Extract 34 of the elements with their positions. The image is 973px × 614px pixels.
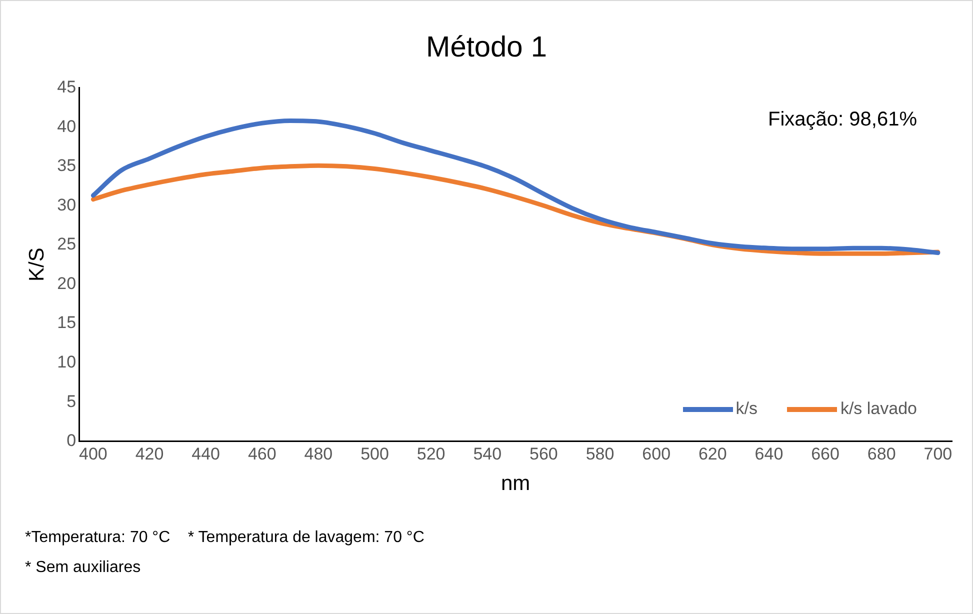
annotation: Fixação: 98,61% xyxy=(768,108,918,130)
x-tick-label: 660 xyxy=(811,444,840,464)
y-axis-title: K/S xyxy=(25,248,48,282)
x-tick-label: 520 xyxy=(416,444,446,464)
chart-title: Método 1 xyxy=(426,31,547,64)
text: *Temperatura: 70 °C * Temperatura de lavagem: 70 °C xyxy=(25,529,424,546)
x-tick-label: 420 xyxy=(135,444,164,464)
legend-label: k/s lavado xyxy=(840,399,917,420)
x-tick-label: 640 xyxy=(754,444,784,464)
y-tick-label: 25 xyxy=(57,234,76,254)
y-tick-label: 0 xyxy=(66,431,76,450)
x-tick-label: 480 xyxy=(304,444,333,464)
x-tick-label: 600 xyxy=(642,444,671,464)
y-tick-label: 15 xyxy=(57,313,76,332)
x-tick-label: 560 xyxy=(530,444,558,464)
x-tick-label: 400 xyxy=(79,444,108,464)
y-tick-label: 20 xyxy=(57,274,76,293)
legend-label: k/s xyxy=(736,399,758,420)
x-tick-label: 620 xyxy=(698,444,727,464)
x-axis-title: nm xyxy=(500,472,530,496)
y-tick-label: 35 xyxy=(57,156,76,176)
x-tick-label: 580 xyxy=(586,444,614,464)
y-tick-label: 40 xyxy=(57,116,76,136)
y-tick-label: 45 xyxy=(57,77,76,96)
x-tick-label: 500 xyxy=(360,444,389,464)
y-tick-label: 10 xyxy=(57,352,76,372)
y-tick-label: 5 xyxy=(66,392,76,411)
x-tick-label: 680 xyxy=(867,444,896,464)
x-tick-label: 440 xyxy=(192,444,220,464)
y-tick-label: 30 xyxy=(57,195,76,214)
x-tick-label: 700 xyxy=(924,444,952,464)
x-tick-label: 540 xyxy=(473,444,502,464)
x-tick-label: 460 xyxy=(248,444,276,464)
text: * Sem auxiliares xyxy=(25,559,141,576)
